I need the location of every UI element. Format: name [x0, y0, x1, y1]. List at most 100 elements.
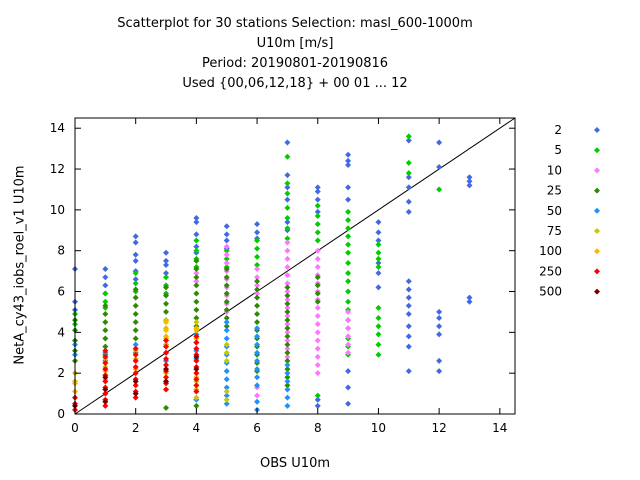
scatter-point-series-10	[254, 290, 261, 297]
scatter-point-series-25	[163, 284, 170, 291]
scatter-point-series-10	[314, 321, 321, 328]
scatter-point-series-50	[254, 325, 261, 332]
scatter-point-series-2	[345, 184, 352, 191]
scatter-point-series-25	[284, 349, 291, 356]
scatter-point-series-50	[254, 382, 261, 389]
scatter-point-series-10	[254, 282, 261, 289]
scatter-point-series-10	[284, 345, 291, 352]
scatter-point-series-25	[284, 292, 291, 299]
scatter-point-series-2	[193, 231, 200, 238]
x-tick-label: 8	[314, 421, 322, 435]
scatter-point-series-2	[345, 151, 352, 158]
scatter-point-series-10	[284, 304, 291, 311]
scatter-point-series-250	[132, 351, 139, 358]
scatter-point-series-2	[193, 215, 200, 222]
scatter-point-series-250	[132, 357, 139, 364]
scatter-point-series-25	[163, 308, 170, 315]
scatter-point-series-2	[132, 239, 139, 246]
scatter-point-series-250	[163, 337, 170, 344]
y-tick-label: 14	[50, 121, 65, 135]
scatter-point-series-2	[314, 196, 321, 203]
scatter-point-series-2	[405, 294, 412, 301]
scatter-point-series-2	[132, 276, 139, 283]
scatter-point-series-50	[132, 341, 139, 348]
scatter-point-series-500	[193, 366, 200, 373]
scatter-point-series-10	[284, 247, 291, 254]
legend-label-50: 50	[547, 204, 562, 218]
scatter-point-series-10	[314, 255, 321, 262]
scatter-point-series-5	[314, 229, 321, 236]
scatter-point-series-25	[254, 319, 261, 326]
scatter-point-series-5	[284, 215, 291, 222]
legend-label-25: 25	[547, 184, 562, 198]
scatter-point-series-25	[193, 290, 200, 297]
scatter-point-series-25	[223, 290, 230, 297]
scatter-point-series-250	[102, 359, 109, 366]
scatter-point-series-25	[102, 327, 109, 334]
scatter-point-series-500	[193, 353, 200, 360]
scatter-point-series-25	[223, 274, 230, 281]
scatter-point-series-2	[405, 184, 412, 191]
scatter-point-series-25	[102, 319, 109, 326]
scatter-point-series-50	[284, 394, 291, 401]
scatter-point-series-10	[193, 270, 200, 277]
scatter-point-series-2	[193, 243, 200, 250]
scatter-point-series-50	[223, 335, 230, 342]
legend-marker-500	[594, 288, 600, 295]
scatter-point-series-25	[132, 335, 139, 342]
scatter-point-series-2	[223, 223, 230, 230]
scatter-point-series-5	[375, 341, 382, 348]
scatter-point-series-25	[223, 282, 230, 289]
scatter-point-series-2	[375, 229, 382, 236]
scatter-point-series-250	[132, 345, 139, 352]
scatter-point-series-25	[102, 343, 109, 350]
scatter-point-series-25	[223, 266, 230, 273]
scatter-point-series-2	[405, 278, 412, 285]
scatter-point-series-10	[314, 345, 321, 352]
scatter-point-series-25	[102, 302, 109, 309]
scatter-point-series-5	[345, 233, 352, 240]
legend-label-100: 100	[539, 244, 562, 258]
scatter-point-series-25	[163, 300, 170, 307]
scatter-point-series-50	[284, 378, 291, 385]
chart-title-line-1: Scatterplot for 30 stations Selection: m…	[117, 16, 473, 31]
scatter-point-series-2	[102, 266, 109, 273]
legend-marker-2	[594, 127, 600, 133]
x-axis-label: OBS U10m	[259, 456, 331, 471]
scatter-point-series-250	[132, 364, 139, 371]
legend-marker-10	[594, 167, 600, 174]
scatter-point-series-25	[284, 382, 291, 389]
scatter-point-series-5	[284, 153, 291, 160]
scatter-point-series-2	[345, 157, 352, 164]
scatter-point-series-75	[193, 394, 200, 401]
scatter-point-series-10	[284, 272, 291, 279]
scatter-point-series-2	[254, 229, 261, 236]
scatter-point-series-25	[314, 274, 321, 281]
scatter-point-series-2	[223, 237, 230, 244]
scatter-point-series-250	[163, 349, 170, 356]
y-tick-label: 12	[50, 162, 65, 176]
scatter-point-series-10	[284, 321, 291, 328]
scatter-point-series-5	[345, 225, 352, 232]
diagonal-reference-line	[74, 117, 516, 415]
scatter-point-series-2	[284, 196, 291, 203]
legend-marker-25	[594, 187, 600, 194]
scatter-point-series-75	[193, 319, 200, 326]
scatter-point-series-2	[466, 174, 473, 181]
scatter-point-series-5	[314, 202, 321, 209]
scatter-point-series-5	[405, 159, 412, 166]
x-tick-label: 10	[371, 421, 386, 435]
scatter-point-series-2	[345, 368, 352, 375]
scatter-point-series-2	[193, 219, 200, 226]
scatter-point-series-2	[375, 284, 382, 291]
scatter-point-series-5	[223, 247, 230, 254]
scatter-point-series-250	[193, 345, 200, 352]
scatter-point-series-250	[193, 382, 200, 389]
scatter-point-series-10	[345, 333, 352, 340]
scatter-point-series-2	[345, 161, 352, 168]
scatter-point-series-5	[345, 259, 352, 266]
scatter-point-series-2	[405, 286, 412, 293]
legend-label-75: 75	[547, 224, 562, 238]
scatter-point-series-2	[405, 302, 412, 309]
scatter-point-series-25	[284, 357, 291, 364]
